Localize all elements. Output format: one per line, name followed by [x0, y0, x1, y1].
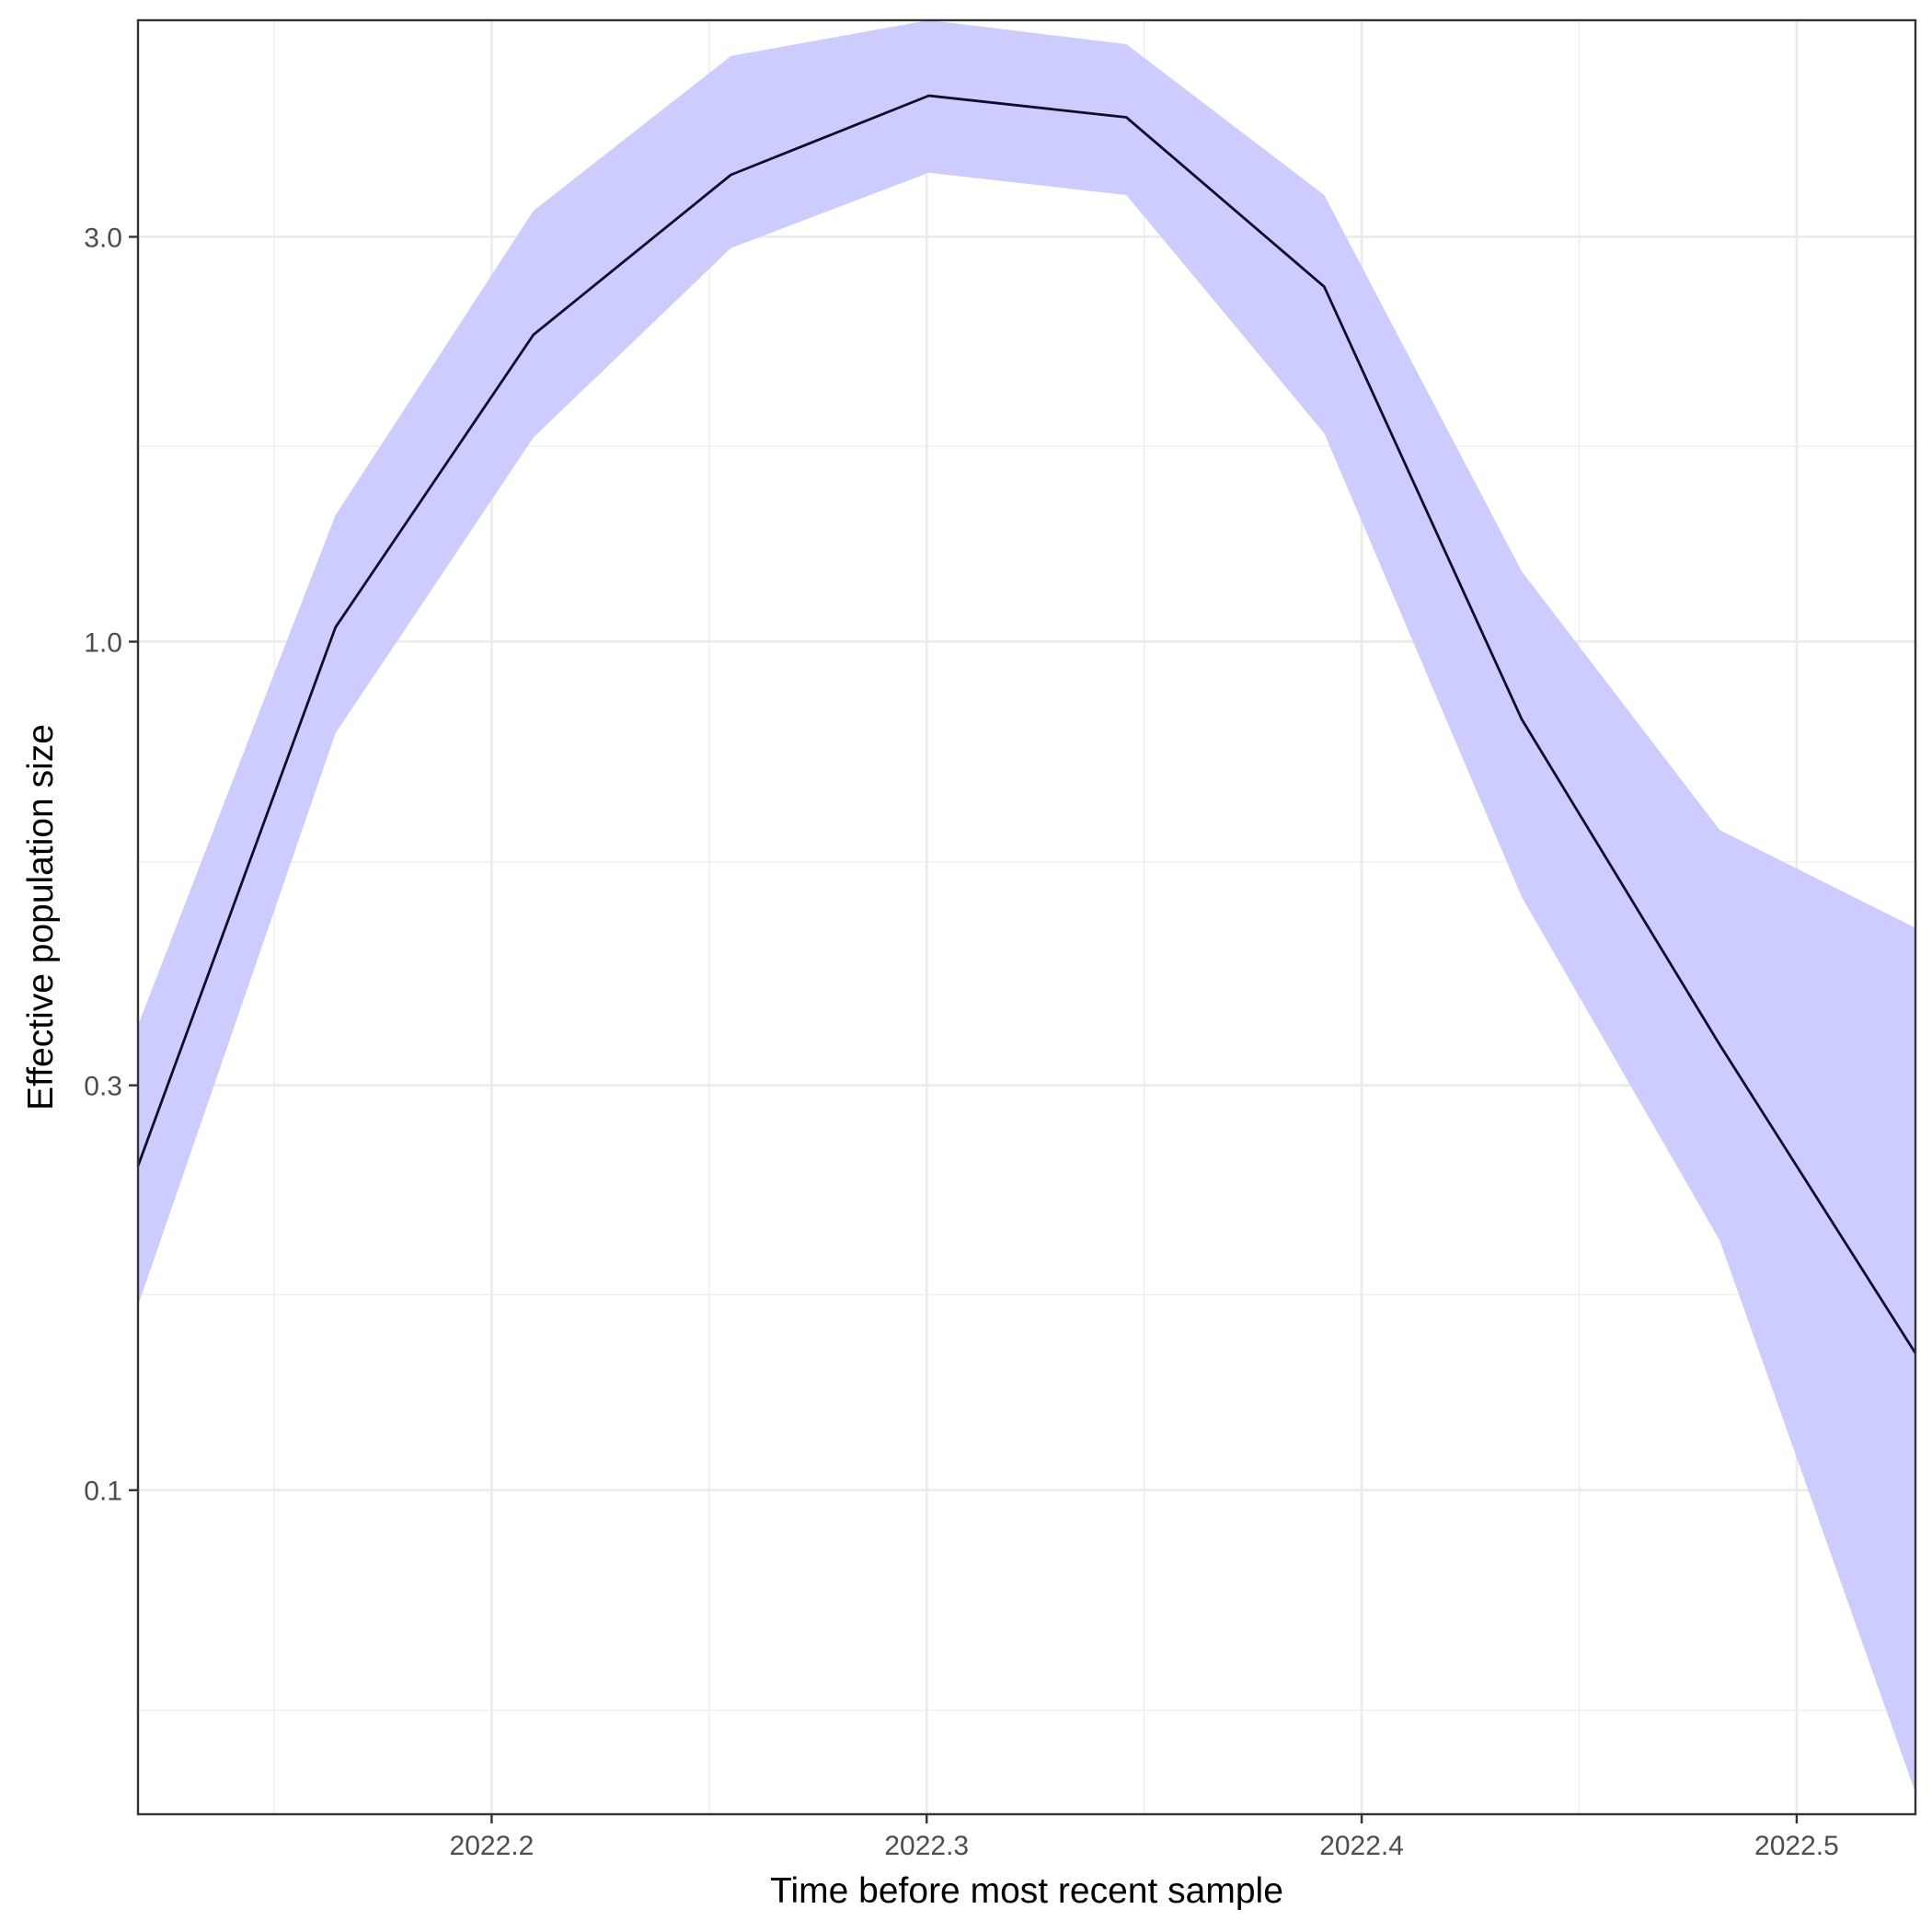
y-axis-ticks: 0.1 0.3 1.0 3.0 [84, 223, 138, 1507]
y-tick-label: 0.3 [84, 1072, 122, 1102]
confidence-ribbon [138, 20, 1915, 1793]
y-tick-label: 3.0 [84, 223, 122, 253]
y-tick-label: 1.0 [84, 627, 122, 658]
series-line [136, 94, 1917, 1354]
x-axis-ticks: 2022.2 2022.3 2022.4 2022.5 [450, 1814, 1839, 1861]
panel-border [136, 18, 1917, 1816]
x-tick-label: 2022.2 [450, 1831, 535, 1861]
x-tick-label: 2022.3 [884, 1831, 969, 1861]
y-tick-label: 0.1 [84, 1477, 122, 1507]
x-tick-label: 2022.5 [1754, 1831, 1839, 1861]
x-tick-label: 2022.4 [1319, 1831, 1404, 1861]
x-axis-title: Time before most recent sample [770, 1871, 1283, 1911]
y-axis-title: Effective population size [21, 724, 61, 1110]
